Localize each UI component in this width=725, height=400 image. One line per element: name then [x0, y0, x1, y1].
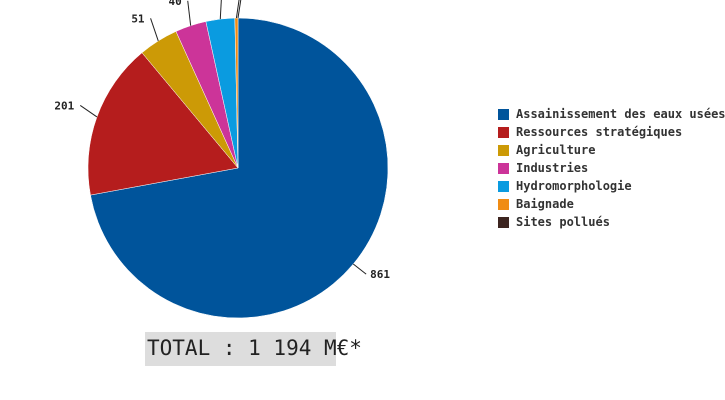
legend-item-agriculture: Agriculture — [498, 141, 725, 159]
leader-baignade — [235, 0, 240, 19]
value-label-agriculture: 51 — [131, 12, 145, 25]
chart-legend: Assainissement des eaux usées Ressources … — [498, 105, 725, 231]
legend-item-hydromorphologie: Hydromorphologie — [498, 177, 725, 195]
legend-swatch — [498, 126, 509, 138]
label-leaders — [79, 0, 367, 275]
legend-swatch — [498, 108, 509, 120]
slice-labels: 86120151403740 — [54, 0, 390, 281]
pie-slices — [87, 17, 389, 319]
legend-item-industries: Industries — [498, 159, 725, 177]
leader-hydromorphologie — [219, 0, 222, 20]
legend-label: Industries — [516, 161, 589, 175]
legend-swatch — [498, 216, 509, 228]
leader-ressources-strategiques — [79, 105, 98, 118]
legend-label: Baignade — [516, 197, 574, 211]
legend-swatch — [498, 144, 509, 156]
legend-item-ressources-strategiques: Ressources stratégiques — [498, 123, 725, 141]
legend-label: Sites pollués — [516, 215, 610, 229]
leader-assainissement-des-eaux-usees — [352, 263, 367, 275]
leader-industries — [187, 0, 192, 26]
legend-swatch — [498, 198, 509, 210]
value-label-industries: 40 — [168, 0, 181, 8]
leader-agriculture — [150, 18, 159, 42]
value-label-ressources-strategiques: 201 — [54, 99, 74, 112]
value-label-assainissement-des-eaux-usees: 861 — [370, 268, 390, 281]
legend-item-sites-pollues: Sites pollués — [498, 213, 725, 231]
legend-swatch — [498, 180, 509, 192]
total-label: TOTAL : 1 194 M€* — [145, 332, 362, 366]
legend-swatch — [498, 162, 509, 174]
slice-ressources-strategiques — [87, 52, 239, 196]
leader-sites-pollues — [237, 0, 242, 19]
legend-label: Agriculture — [516, 143, 596, 157]
legend-item-assainissement-des-eaux-usees: Assainissement des eaux usées — [498, 105, 725, 123]
legend-item-baignade: Baignade — [498, 195, 725, 213]
legend-label: Hydromorphologie — [516, 179, 632, 193]
legend-label: Assainissement des eaux usées — [516, 107, 725, 121]
legend-label: Ressources stratégiques — [516, 125, 683, 139]
slice-assainissement-des-eaux-usees — [90, 17, 389, 319]
